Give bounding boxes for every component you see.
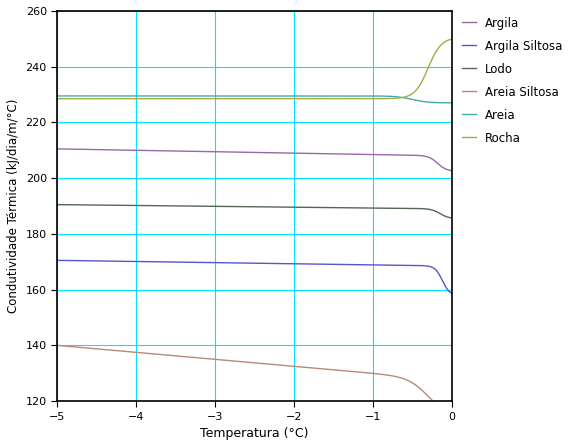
Argila — [398, 152, 405, 158]
Argila Siltosa — [441, 281, 447, 287]
Argila — [449, 168, 455, 173]
Argila Siltosa — [99, 258, 105, 264]
Line: Areia: Areia — [57, 96, 452, 103]
Areia Siltosa — [449, 411, 455, 416]
Legend: Argila, Argila Siltosa, Lodo, Areia Siltosa, Areia, Rocha: Argila, Argila Siltosa, Lodo, Areia Silt… — [462, 17, 563, 145]
Areia — [441, 100, 447, 105]
Lodo — [441, 213, 447, 219]
Lodo — [222, 204, 229, 209]
Rocha — [122, 96, 129, 101]
X-axis label: Temperatura (°C): Temperatura (°C) — [200, 427, 309, 440]
Areia — [99, 93, 105, 99]
Line: Rocha: Rocha — [57, 39, 452, 99]
Areia Siltosa — [122, 349, 129, 354]
Lodo — [449, 215, 455, 221]
Areia — [205, 93, 212, 99]
Argila — [222, 149, 229, 155]
Areia Siltosa — [441, 407, 447, 413]
Argila — [54, 146, 60, 152]
Line: Lodo: Lodo — [57, 205, 452, 218]
Argila — [122, 148, 129, 153]
Areia Siltosa — [222, 358, 229, 363]
Areia — [54, 93, 60, 99]
Lodo — [54, 202, 60, 207]
Argila Siltosa — [205, 260, 212, 265]
Line: Argila: Argila — [57, 149, 452, 171]
Argila Siltosa — [449, 291, 455, 296]
Lodo — [99, 202, 105, 208]
Argila — [205, 149, 212, 154]
Argila Siltosa — [122, 259, 129, 264]
Y-axis label: Condutividade Térmica (kJ/dia/m/°C): Condutividade Térmica (kJ/dia/m/°C) — [7, 99, 20, 313]
Rocha — [398, 95, 405, 100]
Areia Siltosa — [99, 346, 105, 352]
Lodo — [205, 203, 212, 209]
Lodo — [122, 202, 129, 208]
Argila Siltosa — [54, 257, 60, 263]
Argila Siltosa — [222, 260, 229, 266]
Rocha — [449, 36, 455, 42]
Argila Siltosa — [398, 262, 405, 268]
Rocha — [441, 40, 447, 45]
Line: Argila Siltosa: Argila Siltosa — [57, 260, 452, 293]
Rocha — [99, 96, 105, 101]
Argila — [441, 165, 447, 171]
Areia — [222, 93, 229, 99]
Areia — [398, 95, 405, 100]
Areia Siltosa — [54, 343, 60, 348]
Rocha — [54, 96, 60, 101]
Areia — [449, 100, 455, 105]
Lodo — [398, 206, 405, 211]
Argila — [99, 147, 105, 152]
Line: Areia Siltosa: Areia Siltosa — [57, 346, 452, 413]
Areia — [122, 93, 129, 99]
Rocha — [222, 96, 229, 101]
Rocha — [205, 96, 212, 101]
Areia Siltosa — [205, 356, 212, 361]
Areia Siltosa — [398, 375, 405, 381]
